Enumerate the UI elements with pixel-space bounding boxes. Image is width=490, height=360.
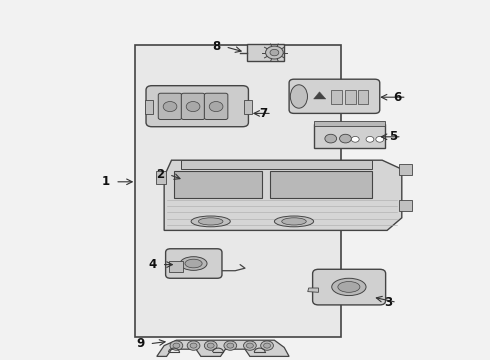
Ellipse shape: [282, 218, 306, 225]
Bar: [358, 90, 368, 104]
Bar: [331, 90, 342, 104]
Circle shape: [264, 343, 270, 348]
Bar: [399, 164, 412, 175]
Bar: [169, 261, 183, 272]
Ellipse shape: [185, 259, 202, 268]
Bar: [345, 90, 356, 104]
FancyBboxPatch shape: [181, 93, 205, 120]
Text: 3: 3: [384, 296, 392, 309]
Text: 2: 2: [156, 168, 164, 181]
FancyBboxPatch shape: [146, 86, 248, 127]
Ellipse shape: [191, 216, 230, 227]
Circle shape: [170, 341, 183, 350]
Circle shape: [366, 136, 374, 142]
Bar: [314, 121, 385, 126]
FancyBboxPatch shape: [204, 93, 228, 120]
Circle shape: [186, 102, 200, 112]
FancyBboxPatch shape: [166, 249, 222, 278]
Circle shape: [187, 341, 200, 350]
Bar: [270, 171, 372, 198]
Text: 4: 4: [148, 258, 157, 271]
Text: 8: 8: [212, 40, 220, 53]
Text: 1: 1: [102, 175, 110, 188]
Circle shape: [204, 341, 217, 350]
Circle shape: [270, 49, 279, 56]
Circle shape: [209, 102, 223, 112]
Circle shape: [266, 46, 283, 59]
FancyBboxPatch shape: [158, 93, 182, 120]
Ellipse shape: [332, 278, 366, 296]
Polygon shape: [308, 288, 319, 292]
Bar: [247, 44, 284, 61]
Circle shape: [261, 341, 273, 350]
Circle shape: [376, 136, 384, 142]
Polygon shape: [181, 160, 372, 169]
Polygon shape: [157, 340, 289, 356]
Circle shape: [325, 134, 337, 143]
Bar: [156, 171, 166, 184]
Polygon shape: [164, 160, 402, 230]
Circle shape: [190, 343, 197, 348]
Ellipse shape: [180, 257, 207, 270]
FancyBboxPatch shape: [289, 79, 380, 113]
Circle shape: [246, 343, 253, 348]
Polygon shape: [314, 92, 326, 99]
Ellipse shape: [290, 85, 308, 108]
Circle shape: [163, 102, 177, 112]
Ellipse shape: [338, 282, 360, 292]
FancyBboxPatch shape: [313, 269, 386, 305]
Text: 9: 9: [136, 337, 145, 350]
Bar: [314, 124, 385, 148]
Bar: [399, 200, 412, 211]
Bar: [135, 45, 341, 337]
Circle shape: [207, 343, 214, 348]
Circle shape: [173, 343, 180, 348]
Text: 5: 5: [389, 130, 397, 143]
Text: 6: 6: [393, 91, 402, 104]
Ellipse shape: [274, 216, 314, 227]
Bar: [244, 100, 252, 114]
Circle shape: [351, 136, 359, 142]
Bar: [174, 171, 262, 198]
Ellipse shape: [198, 218, 223, 225]
Circle shape: [224, 341, 237, 350]
Circle shape: [340, 134, 351, 143]
Circle shape: [227, 343, 234, 348]
Circle shape: [244, 341, 256, 350]
Bar: [145, 100, 153, 114]
Text: 7: 7: [259, 107, 267, 120]
